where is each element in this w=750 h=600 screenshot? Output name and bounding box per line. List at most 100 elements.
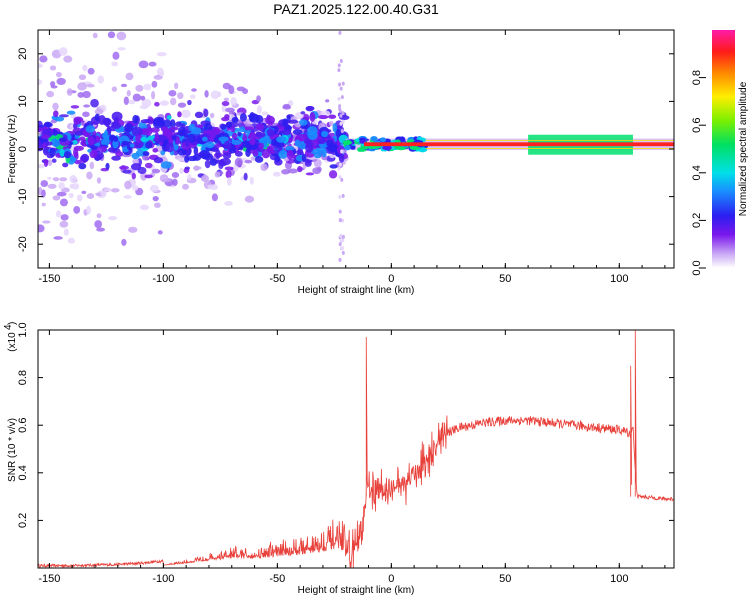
spectrogram-blob (104, 188, 113, 192)
y-tick-label: 0.8 (17, 370, 29, 385)
spectrogram-blob (326, 139, 334, 148)
spectrogram-blob (38, 63, 43, 69)
spectrogram-blob (193, 146, 199, 156)
snr-frame (37, 329, 675, 569)
spectrogram-blob (338, 242, 342, 247)
spectrogram-blob (228, 148, 237, 154)
spectrogram-blob (111, 86, 118, 92)
spectrogram-blob (260, 163, 268, 172)
spectrogram-blob (50, 81, 56, 87)
spectrogram-blob (338, 30, 342, 35)
spectrogram-blob (160, 161, 172, 169)
spectrogram-blob (151, 91, 156, 100)
spectrogram-blob (341, 193, 345, 198)
spectrogram-blob (87, 67, 95, 75)
spectrogram-blob (220, 123, 227, 130)
spectrogram-blob (337, 68, 341, 73)
spectrogram-blob (120, 140, 130, 145)
spectrogram-blob (332, 122, 338, 133)
spectrogram-blob (226, 177, 232, 186)
spectrogram-blob (210, 184, 218, 191)
spectrogram-blob (86, 83, 95, 88)
spectrogram-blob (205, 129, 214, 136)
spectrogram-blob (236, 86, 246, 92)
snr-multiplier-base: (x10 (7, 332, 18, 352)
spectrogram-blob (214, 171, 221, 178)
spectrogram-blob (186, 155, 198, 162)
spectrogram-blob (40, 180, 49, 187)
spectrogram-blob (107, 147, 116, 153)
spectrogram-blob (210, 90, 220, 99)
x-tick-label: -150 (38, 273, 60, 285)
spectrogram-blob (94, 220, 103, 229)
spectrogram-blob (203, 123, 213, 132)
spectrogram-blob (249, 138, 256, 146)
x-tick-label: 50 (499, 573, 511, 585)
x-tick-label: 100 (610, 273, 628, 285)
spectrogram-blob (184, 166, 191, 170)
spectrogram-blob (132, 93, 142, 102)
spectrogram-blob (321, 130, 329, 138)
spectrogram-blob (144, 162, 153, 169)
spectrogram-blob (54, 116, 65, 122)
spectrogram-blob (213, 136, 219, 143)
spectrogram-blob (120, 83, 128, 88)
spectrogram-image (38, 30, 674, 262)
spectrogram-blob (244, 195, 255, 203)
spectrogram-blob (162, 119, 172, 128)
spectrogram-blob (256, 95, 261, 103)
spectrogram-blob (145, 141, 153, 149)
spectrogram-blob (328, 170, 338, 179)
spectrogram-blob (328, 121, 334, 127)
spectrogram-red-line (363, 142, 674, 147)
spectrogram-blob (59, 148, 65, 157)
snr-multiplier-exp: 4 (3, 324, 14, 330)
spectrogram-xlabel: Height of straight line (km) (298, 285, 415, 296)
spectrogram-blob (416, 136, 424, 141)
spectrogram-blob (111, 61, 119, 67)
spectrogram-blob (89, 161, 95, 170)
spectrogram-blob (67, 237, 76, 244)
spectrogram-blob (47, 183, 57, 189)
spectrogram-blob (127, 99, 136, 105)
spectrogram-blob (131, 126, 143, 137)
spectrogram-blob (256, 123, 265, 131)
spectrogram-blob (317, 138, 327, 145)
spectrogram-blob (60, 214, 69, 221)
spectrogram-blob (338, 175, 342, 180)
spectrogram-blob (96, 213, 102, 219)
snr-panel: -150 -100 -50 0 50 100 0.2 0.4 0.6 0.8 1.0 Height … (3, 322, 675, 596)
spectrogram-blob (135, 134, 143, 143)
y-tick-label: 0.6 (17, 418, 29, 433)
y-tick-label: 20 (17, 48, 29, 60)
spectrogram-blob (151, 168, 161, 174)
spectrogram-blob (276, 136, 287, 143)
spectrogram-blob (244, 159, 253, 164)
y-tick-label: 1.0 (17, 322, 29, 337)
spectrogram-blob (63, 55, 73, 63)
y-tick-label: -10 (17, 189, 29, 205)
spectrogram-blob (305, 105, 315, 112)
figure-title: PAZ1.2025.122.00.40.G31 (273, 1, 439, 17)
spectrogram-blob (50, 138, 62, 147)
spectrogram-blob (370, 136, 378, 142)
spectrogram-blob (85, 125, 96, 133)
spectrogram-blob (320, 110, 331, 116)
spectrogram-blob (39, 55, 48, 63)
spectrogram-blob (44, 141, 53, 146)
spectrogram-blob (52, 102, 59, 111)
spectrogram-blob (341, 111, 345, 116)
spectrogram-blob (340, 177, 344, 182)
spectrogram-blob (271, 138, 277, 146)
spectrogram-blob (115, 151, 124, 157)
spectrogram-blob (59, 114, 69, 118)
spectrogram-blob (38, 126, 43, 132)
spectrogram-blob (339, 86, 343, 91)
colorbar-label: Normalized spectral amplitude (738, 81, 749, 216)
spectrogram-blob (368, 145, 378, 150)
spectrogram-blob (177, 111, 182, 118)
spectrogram-blob (177, 148, 187, 156)
spectrogram-blob (140, 119, 152, 124)
spectrogram-blob (338, 82, 342, 87)
